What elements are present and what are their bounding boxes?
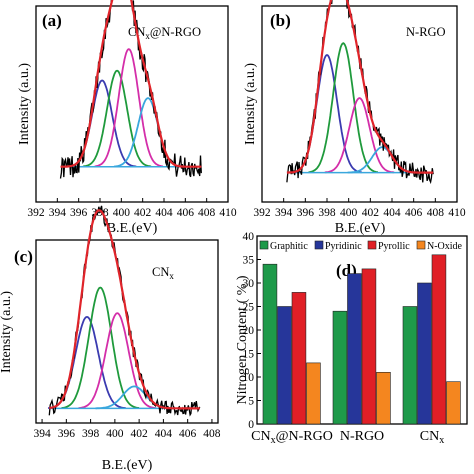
panel-c: (c) CNx Intensity (a.u.) B.E.(eV) 394 396… xyxy=(0,205,221,473)
panel-b: (b) N-RGO Intensity (a.u.) B.E.(eV) 392 3… xyxy=(243,0,466,236)
panel-d-y-label: Nitrogen Content ( % ) xyxy=(235,275,250,404)
panel-b-x-tick-label: 402 xyxy=(362,207,380,219)
legend-label-pyrollic: Pyrollic xyxy=(378,241,410,252)
bar-pyridinic-2 xyxy=(347,273,362,425)
bar-pyrollic-3 xyxy=(431,254,447,425)
panel-c-envelope xyxy=(49,209,200,410)
panel-b-peak-3 xyxy=(324,97,395,174)
legend-swatch-graphitic xyxy=(259,240,269,250)
panel-a: (a) CNx@N-RGO Intensity (a.u.) B.E.(eV) … xyxy=(17,0,237,236)
panel-d-y-tick-label: 40 xyxy=(243,231,255,243)
panel-b-x-tick-label: 398 xyxy=(318,207,336,219)
panel-c-raw-data xyxy=(48,205,201,417)
panel-b-title: N-RGO xyxy=(406,25,446,39)
bar-pyrollic-1 xyxy=(291,292,307,425)
bar-n-oxide-2 xyxy=(376,371,391,425)
panel-c-frame xyxy=(35,239,219,424)
panel-d: (d) Nitrogen Content ( % ) 0510152025303… xyxy=(235,231,468,446)
legend-swatch-pyridinic xyxy=(314,240,324,250)
panel-a-x-tick-label: 404 xyxy=(155,207,173,219)
panel-b-peak-2 xyxy=(308,42,379,174)
bar-graphitic-3 xyxy=(402,306,418,425)
panel-a-x-tick-label: 394 xyxy=(49,207,67,219)
bar-pyridinic-1 xyxy=(277,306,292,425)
panel-c-x-tick-label: 408 xyxy=(203,428,221,440)
panel-c-y-label: Intensity (a.u.) xyxy=(0,291,14,373)
legend-label-pyridinic: Pyridinic xyxy=(325,241,362,252)
panel-c-x-tick-label: 406 xyxy=(179,428,197,440)
panel-d-y-tick-label: 25 xyxy=(243,302,255,314)
panel-b-x-tick-label: 406 xyxy=(405,207,423,219)
bar-graphitic-1 xyxy=(262,263,278,425)
panel-a-x-tick-label: 410 xyxy=(219,207,237,219)
panel-d-y-tick-label: 15 xyxy=(243,349,255,361)
panel-c-peak-2 xyxy=(61,286,140,409)
panel-a-label: (a) xyxy=(42,11,62,30)
panel-a-x-tick-label: 396 xyxy=(70,207,88,219)
panel-a-x-tick-label: 400 xyxy=(113,207,131,219)
legend-label-n-oxide: N-Oxide xyxy=(427,241,463,252)
panel-a-envelope xyxy=(60,0,202,168)
panel-b-x-tick-label: 408 xyxy=(427,207,445,219)
panel-a-peak-4 xyxy=(113,97,183,168)
panel-b-x-label: B.E.(eV) xyxy=(335,221,386,236)
panel-a-peak-1 xyxy=(67,79,137,168)
panel-b-x-tick-label: 396 xyxy=(297,207,315,219)
panel-c-x-tick-label: 400 xyxy=(106,428,124,440)
panel-b-frame xyxy=(261,5,458,203)
bar-pyrollic-2 xyxy=(361,268,377,425)
panel-a-x-tick-label: 392 xyxy=(27,207,45,219)
panel-a-peak-2 xyxy=(82,69,152,168)
panel-b-x-tick-label: 394 xyxy=(275,207,293,219)
panel-d-y-tick-label: 30 xyxy=(243,278,255,290)
panel-a-x-tick-label: 402 xyxy=(134,207,152,219)
panel-b-x-tick-label: 410 xyxy=(448,207,466,219)
panel-d-y-tick-label: 20 xyxy=(243,325,255,337)
panel-b-label: (b) xyxy=(270,11,291,30)
bar-n-oxide-1 xyxy=(306,362,321,425)
panel-a-x-label: B.E.(eV) xyxy=(107,221,158,236)
panel-b-envelope xyxy=(286,0,434,174)
panel-c-title: CNx xyxy=(152,265,174,281)
panel-c-x-tick-label: 404 xyxy=(155,428,173,440)
panel-c-label: (c) xyxy=(14,247,33,266)
panel-d-category-label: N-RGO xyxy=(340,429,384,444)
panel-d-category-label: CNx@N-RGO xyxy=(251,429,333,446)
legend-label-graphitic: Graphitic xyxy=(270,241,308,252)
panel-b-x-tick-label: 392 xyxy=(253,207,271,219)
panel-d-y-tick-label: 5 xyxy=(248,396,254,408)
bar-graphitic-2 xyxy=(332,310,348,425)
panel-c-x-label: B.E.(eV) xyxy=(102,458,153,473)
panel-d-category-label: CNx xyxy=(420,429,444,446)
panel-a-y-label: Intensity (a.u.) xyxy=(17,63,32,145)
panel-d-y-tick-label: 10 xyxy=(243,372,255,384)
panel-c-x-tick-label: 398 xyxy=(82,428,100,440)
panel-b-x-tick-label: 400 xyxy=(340,207,358,219)
panel-c-peak-1 xyxy=(48,315,126,409)
panel-b-x-tick-label: 404 xyxy=(383,207,401,219)
legend-swatch-pyrollic xyxy=(367,240,377,250)
panel-b-y-label: Intensity (a.u.) xyxy=(243,63,258,145)
panel-d-y-tick-label: 0 xyxy=(248,419,254,431)
panel-a-title: CNx@N-RGO xyxy=(128,25,201,41)
panel-a-peak-3 xyxy=(94,48,164,168)
bar-n-oxide-3 xyxy=(446,381,461,425)
panel-a-x-tick-label: 406 xyxy=(177,207,195,219)
panel-a-x-tick-label: 408 xyxy=(198,207,216,219)
panel-c-x-tick-label: 396 xyxy=(58,428,76,440)
panel-c-x-tick-label: 394 xyxy=(33,428,51,440)
panel-c-x-tick-label: 402 xyxy=(131,428,149,440)
panel-c-peak-3 xyxy=(78,312,157,409)
bar-pyridinic-3 xyxy=(417,282,432,425)
legend-swatch-n-oxide xyxy=(416,240,426,250)
panel-d-y-tick-label: 35 xyxy=(243,255,255,267)
